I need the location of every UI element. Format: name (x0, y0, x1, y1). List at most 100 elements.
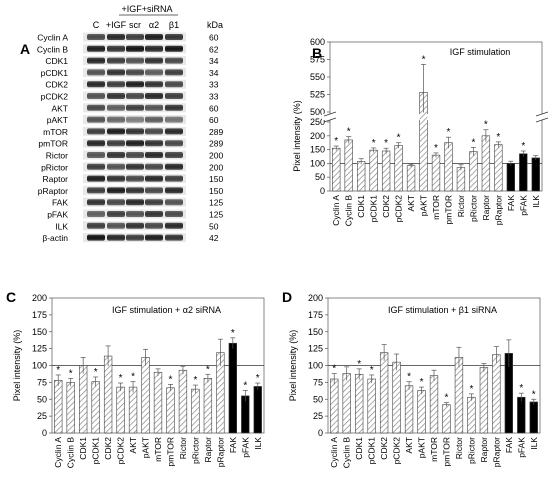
blot-band (87, 163, 105, 170)
x-tick-label: Raptor (481, 195, 491, 221)
bar-pfak (241, 395, 250, 434)
x-tick-label: mTOR (429, 437, 439, 462)
y-tick-label: 100 (32, 361, 47, 371)
significance-asterisk: * (397, 133, 401, 144)
blot-row-label: ILK (55, 221, 68, 231)
chart-panel-d: D 0 25 50 75 100 125 150 175 200 IGF stimulation +… (282, 289, 541, 468)
blot-band (107, 45, 125, 52)
blot-band (87, 175, 105, 182)
blot-band (107, 69, 125, 76)
x-tick-label: pRaptor (493, 195, 503, 225)
blot-kda-value: 60 (209, 33, 219, 43)
blot-band (107, 81, 125, 88)
significance-asterisk: * (243, 380, 247, 391)
y-tick-label: 0 (320, 186, 325, 196)
bar-pmtor (166, 387, 175, 434)
bar-cdk2 (381, 150, 391, 192)
bar-pakt-break-segment (419, 114, 428, 120)
y-tick-label: 125 (32, 344, 47, 354)
significance-asterisk: * (357, 359, 361, 370)
bar-fak (228, 342, 237, 434)
blot-band (126, 104, 144, 111)
lane-label: α2 (149, 20, 159, 30)
x-tick-label: pRaptor (215, 437, 225, 467)
blot-row-label: pFAK (47, 210, 68, 220)
blot-row-label: pAKT (47, 115, 68, 125)
y-tick-label: 50 (315, 172, 325, 182)
axis-break-gap (322, 114, 550, 120)
bar-raptor (481, 135, 491, 192)
y-tick-label: 100 (310, 158, 325, 168)
bar-cdk2 (103, 355, 113, 434)
blot-kda-value: 34 (209, 68, 219, 78)
blot-band (145, 69, 163, 76)
blot-kda-value: 50 (209, 221, 219, 231)
x-tick-label: pRictor (190, 437, 200, 464)
blot-row-label: pRaptor (38, 186, 68, 196)
x-tick-label: FAK (506, 195, 516, 211)
blot-band (145, 234, 163, 241)
bar-rictor (454, 357, 464, 434)
blot-band (145, 128, 163, 135)
blot-band (107, 211, 125, 217)
significance-asterisk: * (519, 383, 523, 394)
blot-row-label: pmTOR (38, 139, 68, 149)
y-tick-label: 200 (310, 131, 325, 141)
significance-asterisk: * (521, 141, 525, 152)
panel-letter-c: C (6, 289, 16, 305)
blot-kda-value: 125 (209, 198, 223, 208)
bar-pmtor (442, 404, 451, 434)
y-tick-label: 100 (308, 361, 323, 371)
bar-prictor (469, 151, 478, 192)
bar-pmtor (444, 142, 453, 192)
x-tick-label: pAKT (141, 437, 151, 458)
y-tick-label: 25 (313, 411, 323, 421)
blot-band (165, 140, 183, 147)
y-tick-label: 150 (32, 327, 47, 337)
y-tick-label: 0 (318, 428, 323, 438)
significance-asterisk: * (496, 132, 500, 143)
bar-cyclin-b (342, 373, 351, 434)
x-tick-label: pCDK1 (367, 437, 377, 465)
blot-kda-value: 200 (209, 162, 223, 172)
bar-prictor (467, 396, 476, 434)
blot-band (87, 128, 105, 135)
y-tick-label: 575 (310, 55, 325, 65)
significance-asterisk: * (532, 389, 536, 400)
bar-cdk2 (379, 352, 389, 434)
x-tick-label: Rictor (178, 437, 188, 459)
x-tick-label: Cyclin A (53, 437, 63, 468)
blot-band (145, 140, 163, 147)
x-tick-label: FAK (228, 437, 238, 453)
blot-kda-value: 34 (209, 56, 219, 66)
x-tick-label: CDK2 (381, 195, 391, 218)
bar-rictor (178, 369, 188, 434)
panel-letter-b: B (312, 45, 322, 61)
bar-praptor (494, 144, 503, 192)
significance-asterisk: * (231, 328, 235, 339)
blot-band (126, 69, 144, 76)
bar-prictor (191, 388, 200, 434)
bar-cyclin-b (66, 382, 75, 434)
blot-row-label: pCDK1 (41, 68, 69, 78)
blot-row-label: Cyclin A (37, 33, 68, 43)
y-tick-label: 150 (308, 327, 323, 337)
x-tick-label: pmTOR (441, 437, 451, 467)
bar-akt (128, 386, 138, 434)
blot-band (107, 57, 125, 64)
blot-band (126, 45, 144, 52)
significance-asterisk: * (119, 373, 123, 384)
significance-asterisk: * (422, 54, 426, 65)
chart-panel-c: C 0 25 50 75 100 125 150 175 200 IGF stimulation +… (6, 289, 265, 468)
x-tick-label: Cyclin B (344, 195, 354, 227)
significance-asterisk: * (484, 120, 488, 131)
blot-row-label: Cyclin B (37, 44, 69, 54)
blot-band (87, 199, 105, 206)
blot-kda-value: 150 (209, 186, 223, 196)
axis-break-mark (323, 111, 337, 117)
significance-asterisk: * (193, 375, 197, 386)
blot-band (145, 57, 163, 64)
y-tick-label: 25 (37, 411, 47, 421)
x-tick-label: FAK (504, 437, 514, 453)
blot-band (107, 199, 125, 206)
